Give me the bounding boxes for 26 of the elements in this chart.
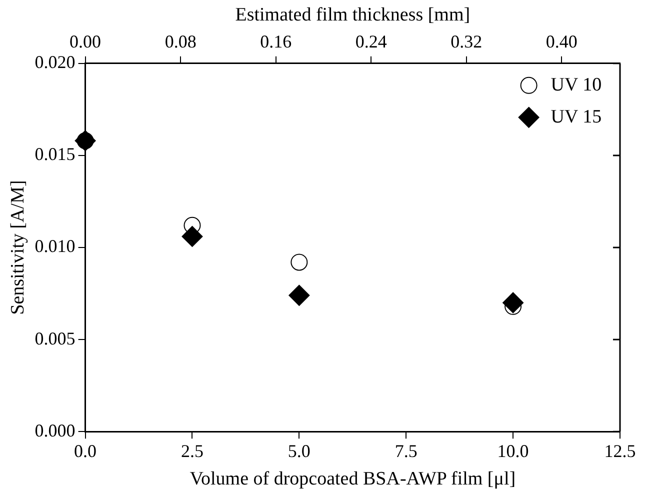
x2-tick-label: 0.08 bbox=[164, 31, 196, 52]
x-tick-label: 12.5 bbox=[604, 441, 636, 462]
x-tick-label: 0.0 bbox=[74, 441, 97, 462]
x-tick-label: 2.5 bbox=[180, 441, 204, 462]
legend-label: UV 15 bbox=[550, 106, 602, 128]
y-tick-label: 0.005 bbox=[34, 328, 76, 348]
x2-axis-title: Estimated film thickness [mm] bbox=[235, 4, 470, 26]
y-axis-title: Sensitivity [A/M] bbox=[7, 180, 28, 315]
y-tick-label: 0.000 bbox=[34, 420, 76, 440]
x2-tick-label: 0.00 bbox=[70, 31, 102, 52]
y-tick-label: 0.015 bbox=[34, 144, 76, 164]
y-tick-label: 0.020 bbox=[34, 52, 76, 72]
point bbox=[288, 284, 310, 306]
point bbox=[290, 254, 308, 271]
legend-label: UV 10 bbox=[550, 74, 602, 96]
y-tick-label: 0.010 bbox=[34, 236, 76, 256]
x2-tick-label: 0.32 bbox=[450, 31, 482, 52]
point bbox=[182, 226, 203, 247]
x-tick-label: 10.0 bbox=[497, 441, 529, 462]
x2-tick-label: 0.40 bbox=[546, 31, 578, 52]
x-tick-label: 5.0 bbox=[288, 441, 310, 462]
x2-tick-label: 0.16 bbox=[260, 31, 292, 52]
x-tick-label: 7.5 bbox=[394, 441, 418, 462]
point bbox=[502, 292, 524, 314]
x-axis-title: Volume of dropcoated BSA-AWP film [μl] bbox=[190, 468, 516, 490]
x2-tick-label: 0.24 bbox=[355, 31, 387, 52]
